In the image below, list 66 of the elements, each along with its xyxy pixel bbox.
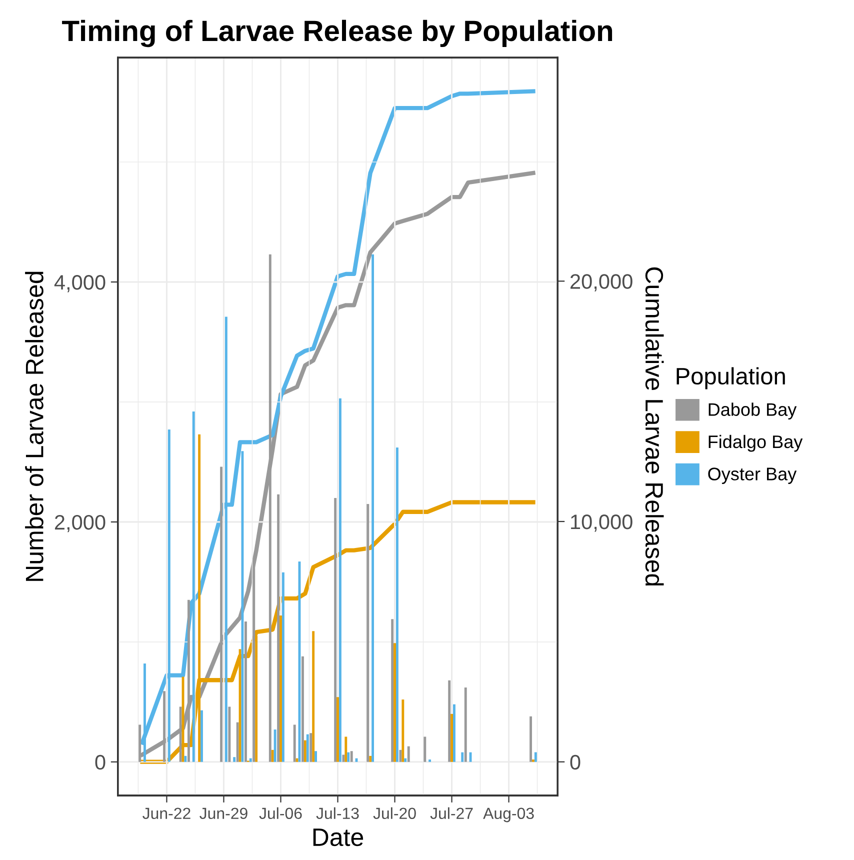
- bar: [350, 751, 353, 762]
- bar: [338, 398, 342, 762]
- bar: [282, 572, 284, 762]
- bar: [399, 750, 402, 762]
- y2-tick-label: 10,000: [571, 514, 632, 532]
- bar: [233, 757, 236, 762]
- bar: [274, 730, 276, 762]
- bar: [342, 754, 345, 762]
- bar: [277, 494, 280, 762]
- bar: [314, 751, 317, 762]
- x-axis-title: Date: [313, 828, 364, 846]
- bar: [372, 254, 374, 762]
- bar: [407, 746, 410, 762]
- bar: [453, 704, 456, 762]
- bar: [200, 710, 203, 762]
- legend-label: Oyster Bay: [708, 468, 797, 484]
- y2-tick-label: 0: [570, 754, 580, 770]
- x-tick-label: Aug-03: [483, 808, 534, 822]
- bar: [344, 736, 348, 762]
- chart-title: Timing of Larvae Release by Population: [62, 20, 612, 48]
- bar: [228, 706, 231, 762]
- bar: [369, 756, 372, 762]
- bar: [271, 750, 274, 762]
- bar: [396, 448, 398, 762]
- bar: [404, 758, 407, 762]
- bar: [530, 716, 532, 762]
- bar: [336, 697, 339, 762]
- x-tick-label: Jun-29: [200, 808, 248, 820]
- legend-label: Fidalgo Bay: [708, 434, 803, 452]
- y-tick-label: 4,000: [54, 274, 106, 292]
- y2-tick-label: 20,000: [570, 274, 632, 292]
- x-tick-label: Jul-06: [259, 807, 302, 820]
- bar: [448, 680, 451, 762]
- legend-label: Dabob Bay: [708, 402, 797, 420]
- bar: [347, 752, 350, 762]
- bar: [302, 656, 304, 762]
- bar: [450, 714, 454, 762]
- x-tick-label: Jul-27: [430, 807, 473, 820]
- bar: [312, 631, 315, 762]
- bar: [244, 622, 247, 762]
- bar: [464, 688, 467, 762]
- y-tick-label: 2,000: [54, 514, 106, 532]
- legend-title: Population: [676, 367, 785, 390]
- bar: [249, 758, 252, 762]
- bar: [424, 736, 426, 762]
- bar: [280, 616, 282, 762]
- bar: [394, 643, 396, 762]
- bar: [534, 752, 537, 762]
- bar: [366, 504, 370, 762]
- x-tick-label: Jul-20: [373, 807, 416, 820]
- bar: [402, 700, 404, 762]
- bar: [184, 756, 187, 762]
- bar: [304, 740, 306, 762]
- bar: [293, 724, 296, 762]
- bar: [310, 733, 312, 762]
- y-axis-title: Number of Larvae Released: [25, 272, 44, 581]
- x-tick-label: Jun-22: [142, 808, 190, 820]
- bar: [391, 619, 394, 762]
- bar: [236, 722, 239, 762]
- y-tick-label: 0: [95, 754, 106, 770]
- bar: [306, 734, 309, 762]
- bar: [334, 498, 337, 762]
- bar: [461, 752, 464, 762]
- bar: [296, 758, 298, 762]
- x-tick-label: Jul-13: [316, 807, 359, 820]
- y2-axis-title: Cumulative Larvae Released: [645, 267, 664, 586]
